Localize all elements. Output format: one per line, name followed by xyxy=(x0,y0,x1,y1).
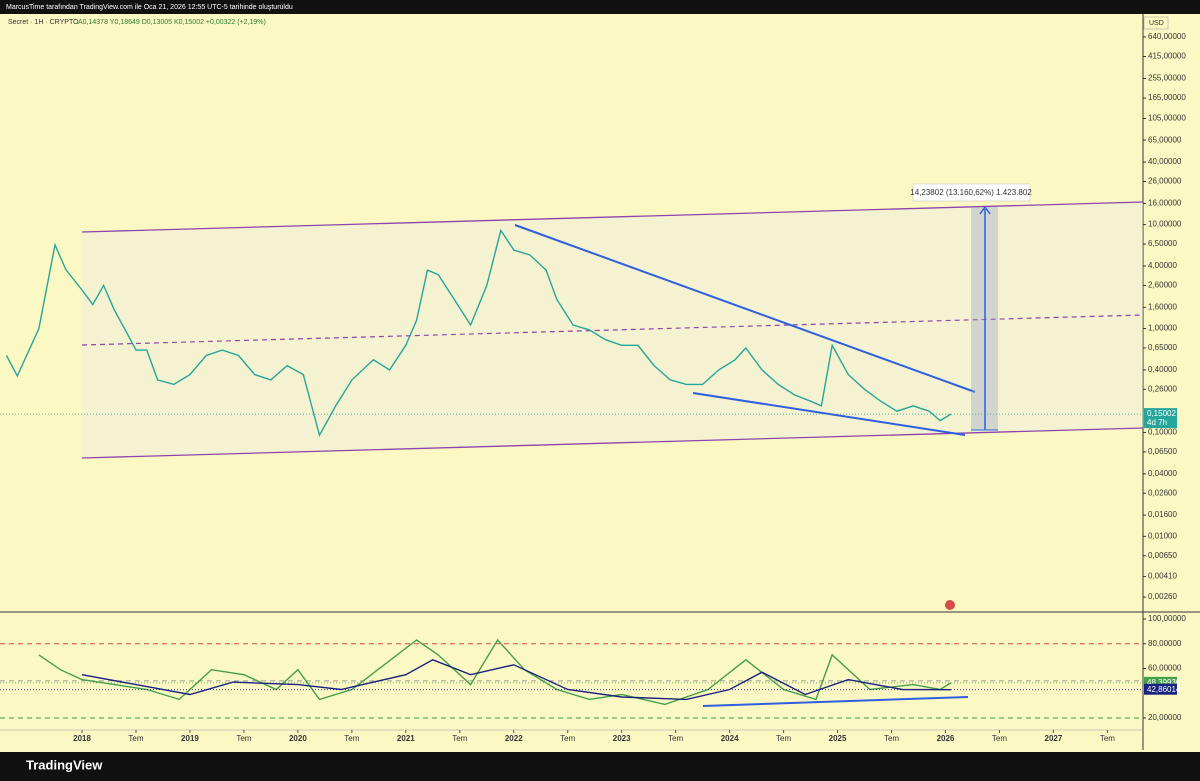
measure-label: 14,23802 (13.160,62%) 1.423.802 xyxy=(910,188,1032,197)
y-tick-label: 16,00000 xyxy=(1148,199,1182,208)
y-tick-label: 0,01600 xyxy=(1148,510,1177,519)
x-tick-label: Tem xyxy=(452,734,467,743)
price-line xyxy=(38,638,952,706)
header-bar xyxy=(0,0,1200,14)
y-tick-label: 0,26000 xyxy=(1148,384,1177,393)
wedge-upper xyxy=(514,224,976,393)
x-tick-label: Tem xyxy=(1100,734,1115,743)
y-tick-label: 1,00000 xyxy=(1148,324,1177,333)
x-tick-label: Tem xyxy=(128,734,143,743)
y-tick-label: 640,00000 xyxy=(1148,32,1186,41)
x-tick-label: 2026 xyxy=(937,734,955,743)
chart-title: Secret · 1H · CRYPTO xyxy=(8,19,79,26)
y-tick-label: 0,10000 xyxy=(1148,428,1177,437)
x-tick-label: Tem xyxy=(668,734,683,743)
x-tick-label: Tem xyxy=(560,734,575,743)
y-tick-label: 1,60000 xyxy=(1148,302,1177,311)
currency-box xyxy=(1143,16,1169,30)
y-tick-label: 100,00000 xyxy=(1148,614,1186,623)
y-tick-label: 80,00000 xyxy=(1148,639,1182,648)
y-tick-label: 2,60000 xyxy=(1148,281,1177,290)
y-tick-label: 0,00260 xyxy=(1148,592,1177,601)
price-line xyxy=(5,228,952,438)
y-tick-label: 6,50000 xyxy=(1148,239,1177,248)
y-tick-label: 10,00000 xyxy=(1148,220,1182,229)
x-tick-label: 2027 xyxy=(1045,734,1063,743)
y-tick-label: 0,40000 xyxy=(1148,365,1177,374)
x-tick-label: Tem xyxy=(344,734,359,743)
y-tick-label: 0,00410 xyxy=(1148,572,1177,581)
y-tick-label: 0,65000 xyxy=(1148,343,1177,352)
y-tick-label: 65,00000 xyxy=(1148,135,1182,144)
y-tick-label: 255,00000 xyxy=(1148,74,1186,83)
brand: TradingView xyxy=(26,757,103,772)
y-tick-label: 4,00000 xyxy=(1148,261,1177,270)
price-line xyxy=(81,659,951,701)
channel-mid xyxy=(81,314,1144,346)
y-tick-label: 0,06500 xyxy=(1148,447,1177,456)
last-value-box xyxy=(1144,676,1177,688)
y-tick-label: 0,02600 xyxy=(1148,488,1177,497)
x-tick-label: Tem xyxy=(884,734,899,743)
last-value-label: 0,15002 xyxy=(1147,409,1176,418)
y-tick-label: 0,04000 xyxy=(1148,469,1177,478)
x-tick-label: 2023 xyxy=(613,734,631,743)
footer-bar xyxy=(0,752,1200,781)
y-tick-label: 0,00650 xyxy=(1148,551,1177,560)
currency: USD xyxy=(1149,20,1164,27)
y-tick-label: 0,01000 xyxy=(1148,531,1177,540)
measure-arrow-head xyxy=(979,205,991,215)
y-tick-label: 165,00000 xyxy=(1148,93,1186,102)
y-tick-label: 20,00000 xyxy=(1148,713,1182,722)
header-text: MarcusTime tarafından TradingView.com il… xyxy=(6,4,293,11)
x-tick-label: 2022 xyxy=(505,734,523,743)
x-tick-label: 2020 xyxy=(289,734,307,743)
last-value-label: 48,39930 xyxy=(1147,678,1181,687)
last-value-box xyxy=(1144,408,1177,429)
measure-label-box xyxy=(912,183,1031,202)
channel-lower xyxy=(81,427,1144,459)
x-tick-label: 2025 xyxy=(829,734,847,743)
rsi-trendline xyxy=(702,696,969,707)
x-tick-label: 2021 xyxy=(397,734,415,743)
channel-fill xyxy=(82,202,1143,458)
y-tick-label: 60,00000 xyxy=(1148,664,1182,673)
x-tick-label: Tem xyxy=(992,734,1007,743)
x-tick-label: Tem xyxy=(236,734,251,743)
ohlc-legend: A0,14378 Y0,18649 D0,13005 K0,15002 +0,0… xyxy=(78,19,266,26)
x-tick-label: 2024 xyxy=(721,734,739,743)
y-tick-label: 40,00000 xyxy=(1148,157,1182,166)
channel-upper xyxy=(81,201,1144,233)
last-value-box xyxy=(1144,683,1177,695)
event-icon xyxy=(945,600,955,610)
x-tick-label: 2018 xyxy=(73,734,91,743)
y-tick-label: 26,00000 xyxy=(1148,177,1182,186)
x-tick-label: Tem xyxy=(776,734,791,743)
countdown: 4d 7h xyxy=(1147,418,1167,427)
x-tick-label: 2019 xyxy=(181,734,199,743)
last-value-label: 42,86014 xyxy=(1147,685,1181,694)
y-tick-label: 415,00000 xyxy=(1148,52,1186,61)
y-tick-label: 105,00000 xyxy=(1148,114,1186,123)
